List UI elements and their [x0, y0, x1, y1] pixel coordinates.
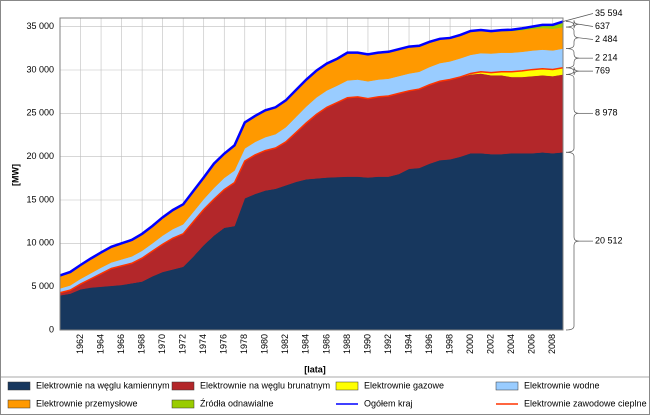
legend-label: Elektrownie gazowe	[364, 380, 444, 390]
leader	[578, 37, 594, 40]
x-axis-label: [lata]	[304, 364, 326, 374]
x-tick-label: 1970	[157, 334, 167, 354]
y-tick-label: 35 000	[26, 21, 54, 31]
legend-label: Elektrownie zawodowe cieplne	[524, 398, 647, 408]
x-tick-label: 2008	[547, 334, 557, 354]
end-label: 35 594	[595, 8, 623, 18]
legend-label: Ogółem kraj	[364, 398, 413, 408]
x-tick-label: 1988	[342, 334, 352, 354]
legend-label: Elektrownie przemysłowe	[36, 398, 138, 408]
legend-swatch	[171, 381, 195, 391]
x-tick-label: 1998	[444, 334, 454, 354]
plot-border	[59, 17, 564, 331]
y-axis-label: [MW]	[10, 164, 20, 186]
y-tick-label: 0	[49, 324, 54, 334]
end-label: 2 214	[595, 53, 618, 63]
x-tick-label: 1986	[321, 334, 331, 354]
x-tick-label: 1980	[260, 334, 270, 354]
y-tick-label: 10 000	[26, 238, 54, 248]
legend-label: Elektrownie na węglu kamiennym	[36, 380, 170, 390]
y-tick-label: 5 000	[31, 281, 54, 291]
legend-label: Źródła odnawialne	[200, 398, 274, 408]
y-tick-label: 15 000	[26, 194, 54, 204]
x-tick-label: 1968	[136, 334, 146, 354]
x-tick-label: 2004	[506, 334, 516, 354]
x-tick-label: 1966	[116, 334, 126, 354]
x-tick-label: 1994	[403, 334, 413, 354]
y-tick-label: 25 000	[26, 108, 54, 118]
x-tick-label: 1962	[75, 334, 85, 354]
x-tick-label: 1972	[178, 334, 188, 354]
legend-label: Elektrownie wodne	[524, 380, 600, 390]
legend-swatch	[7, 399, 31, 409]
x-tick-label: 1978	[239, 334, 249, 354]
x-tick-label: 1974	[198, 334, 208, 354]
x-tick-label: 1982	[280, 334, 290, 354]
x-tick-label: 2002	[486, 334, 496, 354]
legend-swatch	[335, 381, 359, 391]
legend-swatch	[171, 399, 195, 409]
x-tick-label: 2000	[465, 334, 475, 354]
y-tick-label: 20 000	[26, 151, 54, 161]
x-tick-label: 1984	[301, 334, 311, 354]
brace	[565, 26, 580, 49]
x-tick-label: 1964	[95, 334, 105, 354]
x-tick-label: 1990	[362, 334, 372, 354]
end-label: 8 978	[595, 108, 618, 118]
end-label: 769	[595, 66, 610, 76]
end-label: 20 512	[595, 235, 623, 245]
end-label: 637	[595, 21, 610, 31]
y-tick-label: 30 000	[26, 64, 54, 74]
legend-label: Elektrownie na węglu brunatnym	[200, 380, 330, 390]
leader	[578, 23, 594, 27]
line	[59, 67, 564, 294]
line	[59, 20, 564, 277]
legend-swatch	[495, 381, 519, 391]
legend-swatch	[7, 381, 31, 391]
leader	[562, 13, 594, 22]
x-tick-label: 1976	[219, 334, 229, 354]
x-tick-label: 2006	[527, 334, 537, 354]
x-tick-label: 1996	[424, 334, 434, 354]
end-label: 2 484	[595, 34, 618, 44]
x-tick-label: 1992	[383, 334, 393, 354]
